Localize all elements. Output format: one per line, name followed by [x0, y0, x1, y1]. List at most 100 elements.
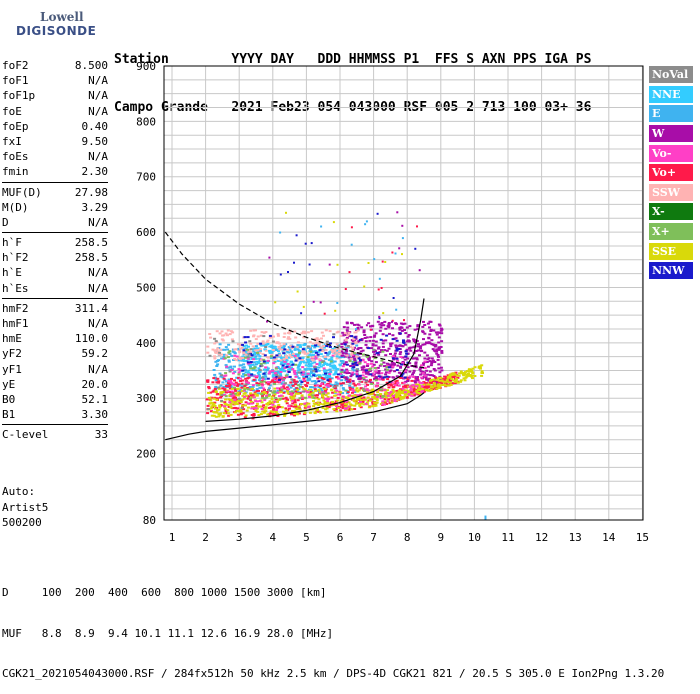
echo-point: [271, 371, 275, 374]
echo-point: [468, 374, 472, 376]
echo-point: [435, 352, 439, 355]
param-row-hf: h`F 258.5: [2, 235, 108, 250]
param-value: N/A: [88, 150, 108, 164]
echo-point: [328, 378, 332, 381]
echo-point: [412, 387, 416, 390]
echo-point: [261, 396, 265, 399]
echo-point: [473, 375, 477, 377]
echo-point: [321, 364, 325, 367]
echo-point: [303, 402, 307, 405]
echo-point: [221, 339, 225, 342]
echo-point: [290, 360, 294, 363]
echo-point: [310, 344, 314, 347]
echo-point: [323, 312, 326, 315]
echo-point: [391, 334, 395, 337]
echo-point: [270, 380, 274, 383]
param-name: D: [2, 215, 9, 229]
echo-point: [375, 371, 379, 374]
echo-point: [287, 332, 290, 334]
echo-point: [353, 408, 357, 410]
echo-point: [347, 372, 351, 374]
echo-point: [316, 338, 320, 341]
echo-point: [294, 347, 297, 350]
echo-point: [453, 382, 457, 385]
echo-point: [325, 362, 329, 365]
lower-profile-line: [165, 392, 425, 441]
echo-point: [447, 384, 451, 387]
echo-point: [379, 326, 383, 329]
echo-point: [356, 361, 360, 364]
echo-point: [313, 387, 317, 390]
echo-point: [400, 326, 404, 329]
echo-point: [341, 334, 345, 337]
echo-point: [255, 402, 259, 405]
echo-point: [271, 401, 275, 404]
echo-point: [324, 351, 328, 354]
echo-point: [255, 347, 259, 350]
echo-point: [371, 339, 375, 342]
echo-point: [290, 410, 294, 413]
echo-point: [337, 345, 341, 348]
echo-point: [413, 393, 417, 396]
echo-point: [399, 356, 403, 358]
echo-point: [245, 359, 249, 362]
echo-point: [352, 390, 356, 393]
echo-point: [411, 373, 414, 376]
echo-point: [321, 396, 325, 399]
echo-point: [223, 378, 227, 381]
footer-file: CGK21_2021054043000.RSF / 284fx512h 50 k…: [2, 667, 665, 680]
echo-point: [403, 395, 407, 398]
echo-point: [224, 409, 228, 411]
echo-point: [340, 362, 344, 365]
echo-point: [237, 368, 241, 371]
echo-point: [400, 362, 404, 365]
echo-point: [287, 405, 291, 407]
echo-point: [446, 376, 450, 379]
echo-point: [297, 412, 301, 415]
echo-point: [305, 375, 309, 378]
echo-point: [258, 357, 262, 360]
echo-point: [342, 347, 346, 350]
echo-point: [331, 354, 335, 357]
echo-point: [386, 392, 390, 395]
echo-point: [252, 334, 256, 337]
echo-point: [319, 411, 322, 414]
echo-point: [220, 394, 224, 397]
echo-point: [364, 388, 368, 391]
param-name: B0: [2, 392, 16, 406]
echo-point: [219, 348, 223, 351]
echo-point: [283, 362, 287, 365]
echo-point: [342, 396, 346, 399]
echo-point: [353, 339, 357, 342]
param-name: fmin: [2, 165, 29, 179]
echo-point: [206, 408, 210, 411]
echo-point: [388, 402, 392, 405]
echo-point: [328, 373, 332, 376]
echo-point: [301, 348, 305, 351]
echo-point: [422, 362, 425, 365]
echo-point: [334, 383, 337, 386]
echo-point: [441, 384, 445, 386]
echo-point: [349, 353, 353, 356]
echo-point: [264, 344, 268, 347]
echo-point: [262, 404, 266, 407]
echo-point: [371, 344, 375, 347]
echo-point: [308, 367, 312, 370]
echo-point: [211, 403, 215, 406]
echo-point: [230, 387, 234, 390]
echo-point: [255, 390, 259, 393]
echo-point: [284, 343, 288, 346]
echo-point: [293, 355, 297, 357]
echo-point: [218, 406, 222, 409]
echo-point: [423, 360, 427, 363]
echo-point: [420, 364, 423, 367]
echo-point: [319, 346, 323, 349]
echo-point: [395, 369, 399, 371]
echo-point: [225, 354, 229, 357]
echo-point: [290, 347, 294, 350]
echo-point: [394, 396, 398, 399]
echo-point: [357, 324, 361, 327]
echo-point: [427, 378, 431, 381]
echo-point: [288, 353, 292, 356]
echo-point: [345, 341, 349, 344]
